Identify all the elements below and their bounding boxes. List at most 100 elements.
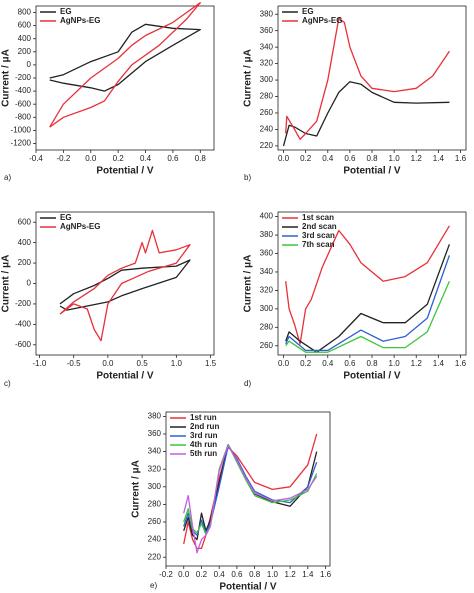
legend-label: AgNPs-EG	[60, 222, 100, 231]
y-tick-label: 280	[260, 322, 274, 331]
y-tick-label: 300	[148, 482, 162, 491]
panel-label: b)	[244, 173, 251, 182]
y-tick-label: 340	[260, 42, 274, 51]
y-tick-label: 0	[27, 60, 32, 69]
x-tick-label: 0.4	[214, 570, 226, 579]
data-line	[285, 225, 450, 345]
x-axis-label: Potential / V	[343, 371, 401, 382]
x-tick-label: 0.4	[322, 359, 334, 368]
x-tick-label: 1.2	[285, 570, 297, 579]
data-line	[282, 81, 450, 147]
x-axis-label: Potential / V	[219, 582, 277, 593]
x-tick-label: 1.6	[455, 359, 467, 368]
y-tick-label: -200	[15, 299, 32, 308]
x-tick-label: 1.4	[302, 570, 314, 579]
x-tick-label: 1.0	[389, 359, 401, 368]
y-tick-label: 260	[260, 341, 274, 350]
y-tick-label: 220	[260, 141, 274, 150]
panel-label: e)	[150, 581, 157, 590]
y-axis-label: Current / μA	[243, 49, 254, 107]
y-tick-label: 600	[18, 217, 32, 226]
y-tick-label: 360	[260, 249, 274, 258]
x-tick-label: 0.8	[195, 154, 207, 163]
y-tick-label: 240	[148, 535, 162, 544]
y-tick-label: 320	[260, 286, 274, 295]
y-axis-label: Current / μA	[1, 255, 12, 313]
x-tick-label: 0.2	[196, 570, 208, 579]
x-tick-label: -1.0	[33, 359, 47, 368]
y-tick-label: 320	[148, 464, 162, 473]
y-tick-label: 340	[148, 447, 162, 456]
y-axis-label: Current / μA	[243, 255, 254, 313]
legend-label: 2nd scan	[302, 222, 337, 231]
x-tick-label: 0.8	[366, 359, 378, 368]
x-tick-label: 1.6	[455, 154, 467, 163]
x-tick-label: 0.6	[167, 154, 179, 163]
y-tick-label: -800	[15, 112, 32, 121]
legend-label: EG	[60, 213, 72, 222]
x-tick-label: 0.0	[85, 154, 97, 163]
x-tick-label: 0.5	[137, 359, 149, 368]
x-axis-label: Potential / V	[96, 166, 154, 177]
x-tick-label: 0.4	[140, 154, 152, 163]
y-tick-label: -400	[15, 86, 32, 95]
x-tick-label: 0.2	[300, 154, 312, 163]
legend-label: AgNPs-EG	[302, 16, 342, 25]
y-tick-label: 380	[148, 412, 162, 421]
panel-label: d)	[244, 379, 251, 388]
plot-frame	[277, 5, 467, 151]
data-line	[285, 280, 450, 353]
plot-frame	[35, 211, 215, 356]
x-tick-label: 0.8	[366, 154, 378, 163]
x-tick-label: -0.2	[56, 154, 70, 163]
legend-label: EG	[60, 7, 72, 16]
y-axis-label: Current / μA	[131, 460, 142, 518]
x-tick-label: -0.5	[67, 359, 81, 368]
legend-label: 3rd scan	[302, 231, 335, 240]
y-tick-label: 340	[260, 267, 274, 276]
x-tick-label: 1.0	[171, 359, 183, 368]
legend-label: 1st scan	[302, 213, 334, 222]
y-tick-label: 380	[260, 9, 274, 18]
panel-label: c)	[4, 379, 11, 388]
panel-label: a)	[4, 173, 11, 182]
data-line	[285, 255, 451, 352]
x-tick-label: 1.2	[411, 154, 423, 163]
x-tick-label: 0.8	[249, 570, 261, 579]
y-tick-label: 320	[260, 59, 274, 68]
y-axis-label: Current / μA	[1, 49, 12, 107]
legend-label: 4th run	[190, 440, 217, 449]
x-tick-label: 1.2	[411, 359, 423, 368]
y-tick-label: 280	[148, 500, 162, 509]
x-axis-label: Potential / V	[343, 166, 401, 177]
x-tick-label: 1.6	[320, 570, 332, 579]
data-line	[59, 229, 191, 342]
x-tick-label: -0.4	[29, 154, 43, 163]
x-tick-label: 0.0	[278, 154, 290, 163]
y-tick-label: -1200	[11, 139, 32, 148]
x-tick-label: 0.0	[178, 570, 190, 579]
x-tick-label: 0.6	[231, 570, 243, 579]
x-tick-label: 1.5	[205, 359, 217, 368]
plot-frame	[165, 411, 331, 567]
x-tick-label: 0.2	[300, 359, 312, 368]
x-tick-label: 0.4	[322, 154, 334, 163]
x-tick-label: 1.4	[433, 359, 445, 368]
y-tick-label: 220	[148, 552, 162, 561]
data-line	[183, 444, 318, 554]
y-tick-label: 400	[260, 212, 274, 221]
y-tick-label: 360	[148, 429, 162, 438]
y-tick-label: 360	[260, 26, 274, 35]
y-tick-label: -400	[15, 319, 32, 328]
y-tick-label: 380	[260, 230, 274, 239]
x-tick-label: -0.2	[159, 570, 173, 579]
y-tick-label: 260	[260, 108, 274, 117]
data-line	[285, 244, 451, 353]
data-line	[49, 2, 201, 128]
data-line	[59, 259, 191, 311]
y-tick-label: 400	[18, 238, 32, 247]
x-tick-label: 0.2	[113, 154, 125, 163]
x-tick-label: 1.0	[389, 154, 401, 163]
y-tick-label: 400	[18, 34, 32, 43]
y-tick-label: 280	[260, 92, 274, 101]
